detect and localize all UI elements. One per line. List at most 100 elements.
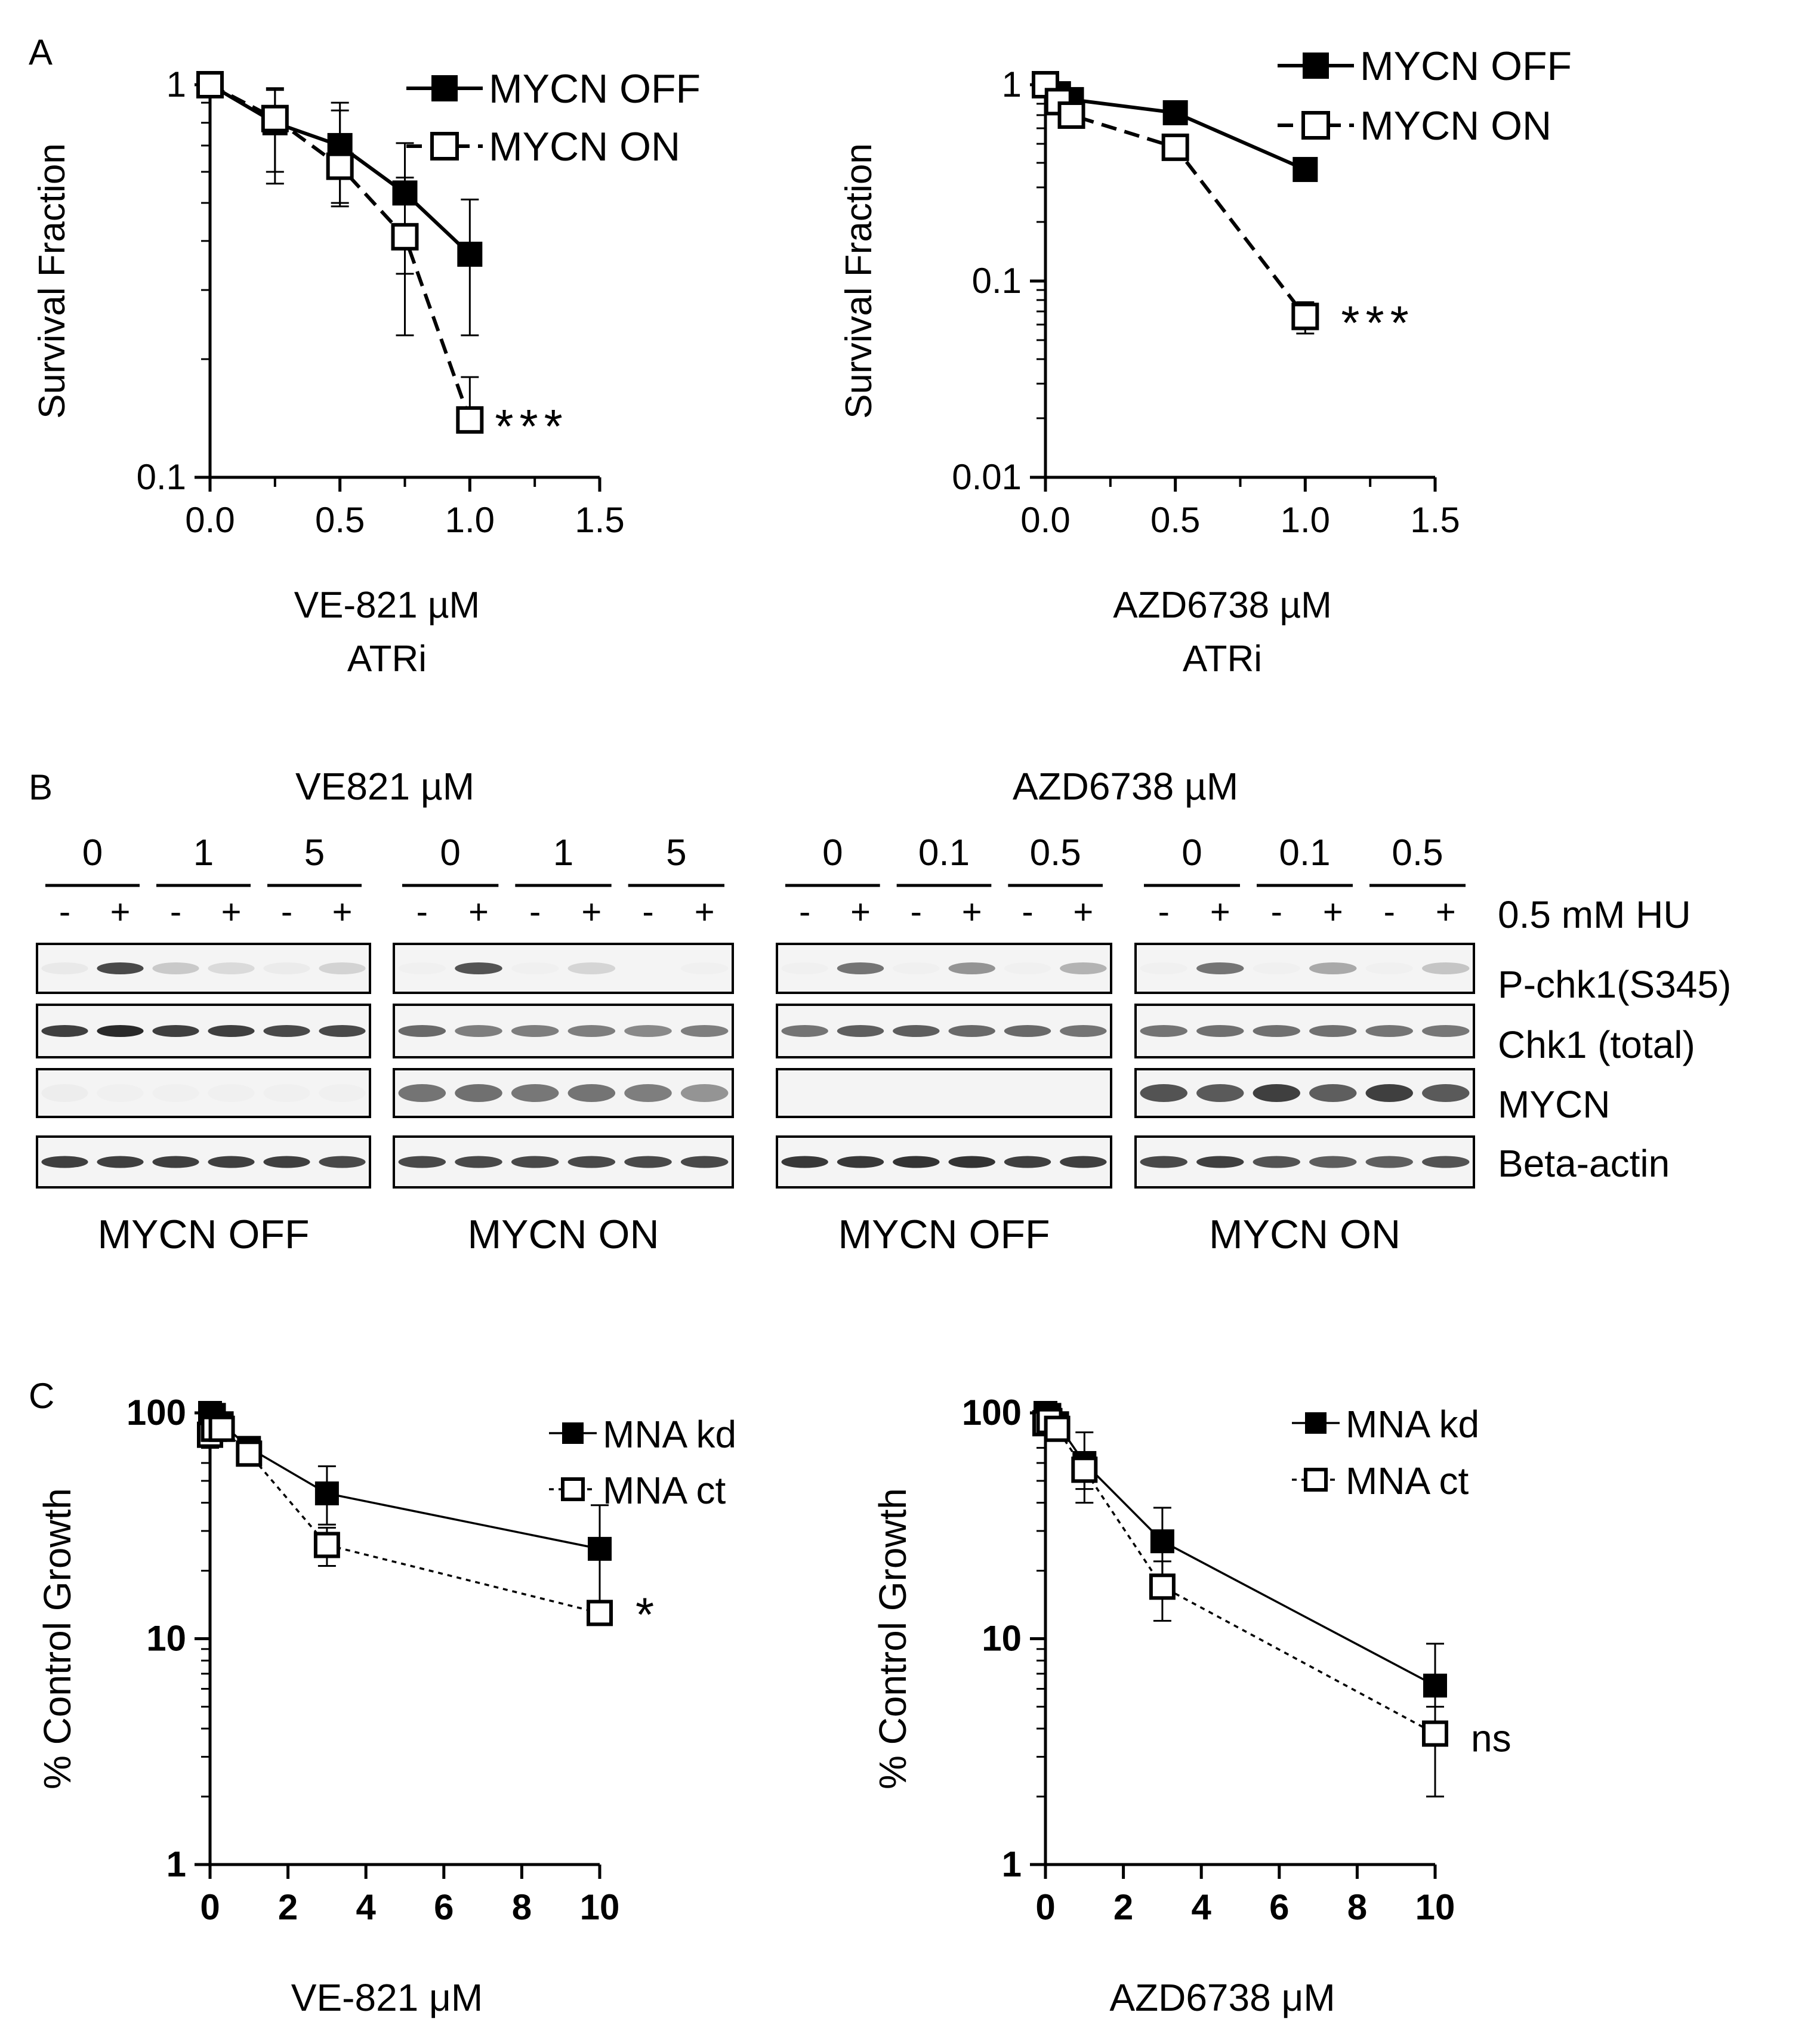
blot-membrane bbox=[1134, 1135, 1475, 1189]
x-tick-label: 0 bbox=[200, 1887, 220, 1927]
data-point bbox=[196, 71, 224, 98]
x-tick-label: 4 bbox=[1192, 1887, 1212, 1927]
blot-band bbox=[837, 1025, 884, 1037]
blot-hu-sign: - bbox=[529, 893, 541, 931]
blot-hu-sign: + bbox=[695, 893, 715, 931]
panel-label-b: B bbox=[29, 767, 53, 807]
blot-membrane bbox=[393, 1004, 734, 1058]
blot-band bbox=[511, 1084, 559, 1102]
blot-band bbox=[1422, 962, 1470, 974]
blot-band bbox=[624, 1025, 672, 1037]
blot-band bbox=[567, 1156, 616, 1168]
legend-label: MYCN ON bbox=[1360, 103, 1551, 149]
data-point bbox=[1044, 1415, 1071, 1442]
blot-band bbox=[1365, 1156, 1413, 1168]
blot-hu-sign: + bbox=[221, 893, 242, 931]
blot-dose-label: 0.1 bbox=[1279, 832, 1330, 873]
blot-hu-sign: - bbox=[417, 893, 428, 931]
blot-band bbox=[837, 962, 884, 974]
blot-band bbox=[152, 1156, 199, 1168]
blot-dose-label: 1 bbox=[553, 832, 573, 873]
y-tick-label: 0.1 bbox=[972, 261, 1022, 301]
blot-hu-sign: - bbox=[799, 893, 810, 931]
blot-band bbox=[399, 962, 446, 974]
legend-marker bbox=[430, 132, 459, 160]
blot-band bbox=[1422, 1025, 1470, 1037]
y-tick-label: 100 bbox=[127, 1393, 186, 1433]
legend-label: MNA kd bbox=[1346, 1403, 1479, 1446]
blot-band bbox=[1366, 962, 1413, 974]
x-tick-label: 0.5 bbox=[1150, 500, 1200, 540]
blot-band bbox=[208, 1084, 254, 1102]
blot-band bbox=[1422, 1156, 1470, 1168]
blot-band bbox=[97, 1084, 143, 1102]
y-axis-label: % Control Growth bbox=[871, 1488, 914, 1789]
chart-c-azd6738: 0 2 4 6 8 10 1 10 100 % Control Growth AZD6738 μM M… bbox=[871, 1393, 1511, 2019]
blot-hu-sign: + bbox=[110, 893, 131, 931]
blot-band bbox=[319, 1025, 366, 1037]
blot-hu-sign: + bbox=[1436, 893, 1456, 931]
data-point bbox=[208, 1415, 235, 1442]
blot-band bbox=[567, 1084, 616, 1102]
blot-band bbox=[41, 962, 88, 974]
blot-band bbox=[1422, 1084, 1470, 1102]
significance-annotation: ns bbox=[1471, 1717, 1511, 1760]
blot-membrane bbox=[776, 1135, 1112, 1189]
data-point bbox=[457, 242, 483, 267]
blot-band bbox=[1365, 1084, 1413, 1102]
x-tick-label: 1.5 bbox=[575, 500, 624, 540]
blot-membrane bbox=[393, 943, 734, 994]
blot-dose-label: 0.1 bbox=[918, 832, 970, 873]
blot-band bbox=[263, 1156, 310, 1168]
blot-band bbox=[1253, 1025, 1300, 1037]
blot-row-label: Chk1 (total) bbox=[1498, 1023, 1695, 1066]
blot-membrane bbox=[1134, 943, 1475, 994]
blot-row-label: P-chk1(S345) bbox=[1498, 963, 1731, 1006]
y-tick-label: 100 bbox=[962, 1393, 1022, 1433]
x-axis-label-2: ATRi bbox=[347, 638, 427, 680]
blot-membrane bbox=[1134, 1004, 1475, 1058]
blot-row-label: Beta-actin bbox=[1498, 1142, 1670, 1185]
blot-hu-sign: - bbox=[1022, 893, 1033, 931]
blot-group-label: MYCN ON bbox=[1209, 1212, 1401, 1257]
blot-band bbox=[893, 1025, 940, 1037]
blot-hu-sign: - bbox=[1158, 893, 1170, 931]
data-point bbox=[1150, 1529, 1174, 1554]
data-point bbox=[1422, 1720, 1448, 1747]
data-point bbox=[313, 1532, 340, 1558]
blot-band bbox=[97, 1156, 144, 1168]
blot-band bbox=[624, 1084, 672, 1102]
blot-hu-sign: - bbox=[170, 893, 181, 931]
data-point bbox=[1292, 157, 1318, 183]
blot-band bbox=[948, 1025, 995, 1037]
blot-dose-label: 5 bbox=[304, 832, 325, 873]
blot-band bbox=[511, 1156, 559, 1168]
x-tick-label: 4 bbox=[356, 1887, 377, 1927]
blot-band bbox=[1140, 962, 1187, 974]
blot-membrane bbox=[1134, 1068, 1475, 1118]
data-point bbox=[587, 1600, 613, 1626]
blot-hu-sign: + bbox=[332, 893, 353, 931]
legend-marker bbox=[1304, 1468, 1328, 1492]
legend-label: MYCN ON bbox=[489, 124, 680, 169]
blot-band bbox=[781, 1156, 828, 1168]
blot-band bbox=[208, 1025, 255, 1037]
blot-hu-sign: - bbox=[1271, 893, 1282, 931]
x-tick-label: 0 bbox=[1035, 1887, 1055, 1927]
legend-label: MYCN OFF bbox=[1360, 44, 1572, 89]
blot-band bbox=[1140, 1156, 1187, 1168]
significance-annotation: *** bbox=[495, 400, 568, 453]
x-tick-label: 1.0 bbox=[1281, 500, 1330, 540]
y-tick-label: 1 bbox=[1002, 1844, 1022, 1884]
data-point bbox=[456, 406, 484, 434]
blot-band bbox=[1060, 1025, 1107, 1037]
x-axis-label-2: ATRi bbox=[1183, 638, 1262, 680]
blot-band bbox=[781, 962, 828, 974]
blot-band bbox=[511, 1025, 559, 1037]
blot-dose-label: 0 bbox=[440, 832, 460, 873]
blot-band bbox=[152, 1084, 199, 1102]
y-axis-label: Survival Fraction bbox=[838, 143, 880, 419]
blot-band bbox=[1060, 1156, 1107, 1168]
blot-band bbox=[511, 962, 559, 974]
chart-a-ve821: 0.0 0.5 1.0 1.5 0.1 1 Survival Fraction VE-821 … bbox=[32, 64, 701, 680]
